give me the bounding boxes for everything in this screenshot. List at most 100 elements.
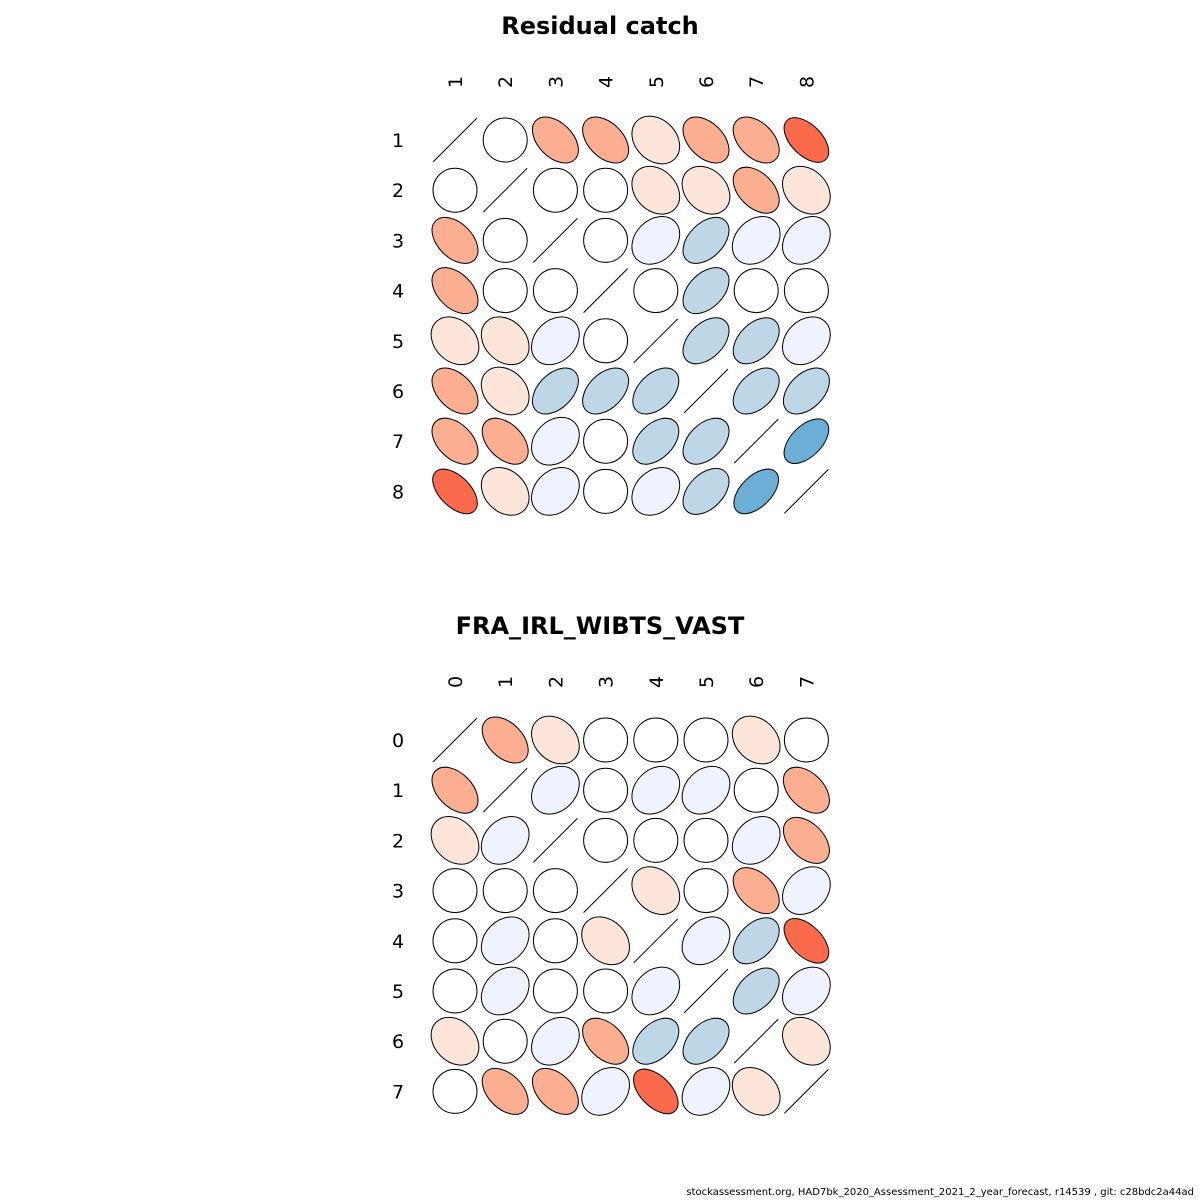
- correlation-ellipse: [631, 467, 681, 516]
- correlation-ellipse: [481, 1067, 529, 1115]
- correlation-ellipse: [532, 268, 578, 314]
- column-label: 2: [545, 676, 567, 688]
- correlation-ellipse: [582, 116, 630, 164]
- correlation-ellipse: [432, 1068, 478, 1114]
- correlation-ellipse: [430, 816, 480, 865]
- correlation-ellipse: [531, 367, 579, 415]
- column-label: 4: [596, 76, 618, 88]
- correlation-ellipse: [633, 817, 679, 863]
- column-label: 3: [545, 76, 567, 88]
- correlation-ellipse: [631, 165, 681, 215]
- correlation-ellipse: [782, 816, 830, 864]
- correlation-ellipse: [481, 716, 529, 764]
- correlation-ellipse: [783, 717, 829, 763]
- correlation-ellipse: [480, 916, 530, 966]
- correlation-ellipse: [531, 116, 579, 164]
- correlation-ellipse: [583, 167, 629, 213]
- correlation-ellipse: [683, 717, 729, 763]
- diagonal-mark: [482, 167, 528, 213]
- correlation-ellipse: [782, 866, 831, 915]
- correlation-ellipse: [732, 967, 780, 1015]
- correlation-ellipse: [531, 467, 580, 516]
- fra-irl-wibts-vast-panel: FRA_IRL_WIBTS_VAST 0 0 1 1 2 2 3 3 4 4 5 5 6 6 7 7: [392, 612, 831, 1116]
- correlation-ellipse: [480, 467, 530, 516]
- correlation-ellipse: [681, 165, 731, 215]
- correlation-ellipse: [481, 417, 529, 465]
- correlation-ellipse: [583, 468, 629, 514]
- correlation-ellipse: [731, 1067, 781, 1116]
- correlation-ellipse: [480, 816, 530, 865]
- diagonal-mark: [733, 1018, 779, 1064]
- row-label: 2: [392, 830, 404, 852]
- column-label: 0: [445, 676, 467, 688]
- diagonal-mark: [683, 368, 729, 414]
- correlation-ellipse: [432, 868, 478, 914]
- diagonal-mark: [633, 918, 679, 964]
- correlation-ellipse: [480, 966, 530, 1016]
- correlation-ellipse: [531, 765, 580, 815]
- diagonal-mark: [784, 1069, 829, 1114]
- correlation-ellipse: [732, 317, 780, 365]
- correlation-ellipse: [682, 267, 730, 315]
- correlation-ellipse: [782, 316, 831, 366]
- footer-note: stockassessment.org, HAD7bk_2020_Assessm…: [686, 1187, 1194, 1198]
- column-label: 6: [746, 676, 768, 688]
- correlation-ellipse: [432, 968, 478, 1014]
- correlation-ellipse: [683, 868, 729, 914]
- correlation-ellipse: [581, 1067, 630, 1116]
- correlation-ellipse: [431, 766, 479, 814]
- correlation-ellipse: [731, 715, 781, 765]
- correlation-ellipse: [682, 317, 730, 365]
- diagonal-mark: [482, 767, 528, 813]
- correlation-ellipse: [531, 1067, 579, 1115]
- correlation-ellipse: [783, 117, 830, 163]
- correlation-ellipse: [682, 116, 730, 164]
- column-label: 6: [696, 76, 718, 88]
- correlation-ellipse: [782, 367, 830, 415]
- correlation-ellipse: [633, 268, 679, 314]
- correlation-ellipse: [681, 916, 731, 966]
- correlation-ellipse: [532, 918, 578, 964]
- correlation-ellipse: [582, 367, 630, 415]
- correlation-ellipse: [732, 367, 780, 415]
- residual-catch-panel: Residual catch 1 1 2 2 3 3 4 4 5 5 6 6 7 7 8 8: [392, 12, 831, 516]
- correlation-ellipse: [482, 217, 528, 263]
- correlation-ellipse: [631, 966, 681, 1016]
- correlation-ellipse: [732, 166, 780, 214]
- correlation-ellipse: [482, 268, 528, 314]
- correlation-ellipse: [631, 216, 681, 265]
- diagonal-mark: [583, 268, 628, 313]
- correlation-ellipse: [480, 316, 530, 366]
- row-label: 2: [392, 180, 404, 202]
- column-label: 3: [596, 676, 618, 688]
- correlation-ellipse: [532, 167, 578, 213]
- correlation-ellipse: [633, 717, 679, 763]
- correlation-ellipse: [431, 267, 479, 315]
- correlation-ellipse: [531, 316, 580, 366]
- correlation-ellipse: [731, 816, 781, 865]
- correlation-ellipse: [430, 1016, 480, 1066]
- correlation-ellipse: [632, 367, 680, 415]
- correlation-ellipse: [532, 868, 578, 914]
- correlation-ellipse: [631, 765, 681, 815]
- correlation-ellipse: [682, 467, 730, 515]
- column-label: 8: [796, 76, 818, 88]
- row-label: 1: [392, 130, 404, 152]
- panel-title: FRA_IRL_WIBTS_VAST: [456, 612, 745, 640]
- diagonal-mark: [683, 968, 729, 1014]
- diagonal-mark: [533, 218, 578, 263]
- correlation-ellipse: [633, 1068, 679, 1115]
- correlation-ellipse: [632, 417, 680, 465]
- column-label: 5: [696, 676, 718, 688]
- diagonal-mark: [432, 717, 478, 763]
- correlation-ellipse: [583, 817, 629, 863]
- correlation-ellipse: [431, 216, 479, 264]
- diagonal-mark: [533, 818, 578, 863]
- correlation-ellipse: [731, 216, 781, 265]
- correlation-ellipse: [482, 117, 528, 163]
- correlation-ellipse: [683, 817, 729, 863]
- row-label: 4: [392, 281, 404, 303]
- correlation-ellipse: [682, 417, 730, 465]
- column-label: 1: [495, 676, 517, 688]
